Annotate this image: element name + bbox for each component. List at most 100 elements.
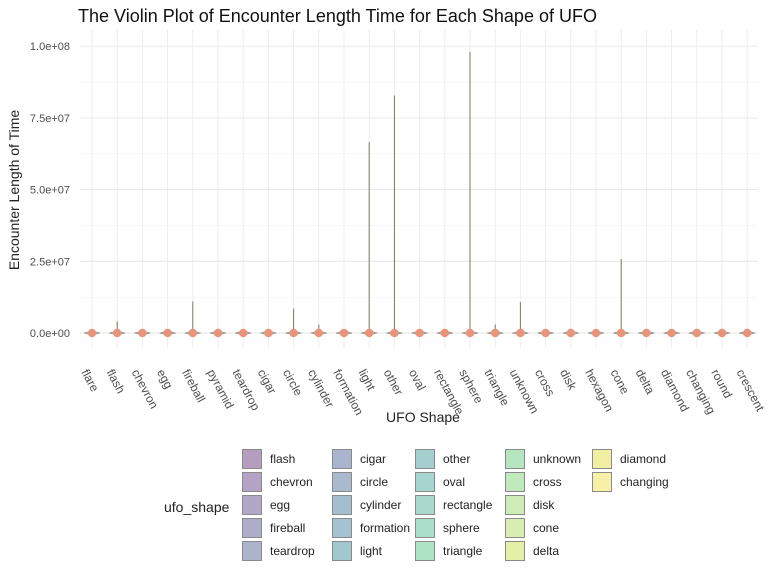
- legend-item: formation: [332, 517, 410, 539]
- x-tick-label: disk: [557, 367, 580, 393]
- legend-key: [332, 541, 352, 561]
- median-point-cone: [617, 328, 626, 338]
- legend-key: [332, 495, 352, 515]
- legend-item: triangle: [415, 540, 482, 562]
- median-point-circle: [289, 328, 298, 338]
- median-point-diamond: [667, 328, 676, 338]
- median-point-cylinder: [314, 328, 323, 338]
- median-point-triangle: [491, 328, 500, 338]
- legend-label: flash: [270, 452, 296, 466]
- y-tick-label: 0.0e+00: [30, 328, 70, 340]
- legend-item: diamond: [592, 448, 666, 470]
- legend-key: [415, 449, 435, 469]
- legend-label: disk: [533, 498, 555, 512]
- legend-item: other: [415, 448, 470, 470]
- legend-label: cylinder: [360, 498, 402, 512]
- median-point-teardrop: [239, 328, 248, 338]
- median-point-cross: [541, 328, 550, 338]
- median-point-rectangle: [440, 328, 449, 338]
- y-tick-labels: 0.0e+00 2.5e+07 5.0e+07 7.5e+07 1.0e+08: [30, 41, 70, 340]
- legend-key: [332, 472, 352, 492]
- legend-label: changing: [620, 475, 669, 489]
- x-tick-label: oval: [406, 367, 429, 393]
- legend-item: oval: [415, 471, 465, 493]
- y-tick-label: 1.0e+08: [30, 41, 70, 53]
- violin-plot: 0.0e+00 2.5e+07 5.0e+07 7.5e+07 1.0e+08 flar…: [6, 30, 768, 425]
- legend-item: chevron: [242, 471, 313, 493]
- legend-key: [505, 495, 525, 515]
- x-tick-label: cone: [608, 367, 633, 397]
- y-tick-label: 5.0e+07: [30, 185, 70, 197]
- legend-key: [332, 518, 352, 538]
- x-tick-label: flash: [104, 367, 128, 396]
- legend-key: [242, 472, 262, 492]
- legend-key: [242, 541, 262, 561]
- legend-key: [505, 472, 525, 492]
- legend-key: [242, 449, 262, 469]
- legend-key: [415, 518, 435, 538]
- y-tick-label: 7.5e+07: [30, 113, 70, 125]
- legend-item: disk: [505, 494, 554, 516]
- median-point-cigar: [264, 328, 273, 338]
- legend: ufo_shape flash chevron egg fireball teardro…: [164, 448, 764, 568]
- legend-item: unknown: [505, 448, 581, 470]
- legend-item: changing: [592, 471, 669, 493]
- median-point-light: [365, 328, 374, 338]
- legend-item: cone: [505, 517, 559, 539]
- legend-key: [505, 518, 525, 538]
- x-tick-label: cigar: [255, 367, 280, 397]
- median-point-round: [717, 328, 727, 338]
- legend-item: teardrop: [242, 540, 315, 562]
- x-tick-label: delta: [633, 367, 658, 397]
- median-point-unknown: [516, 328, 525, 338]
- y-axis-title: Encounter Length of Time: [6, 110, 22, 271]
- grid-layer: [80, 30, 758, 348]
- median-point-crescent: [743, 328, 752, 338]
- median-point-formation: [339, 328, 349, 338]
- chart-title: The Violin Plot of Encounter Length Time…: [78, 6, 597, 26]
- legend-label: circle: [360, 475, 389, 489]
- legend-key: [242, 495, 262, 515]
- x-tick-label: crescent: [734, 367, 768, 414]
- median-point-pyramid: [213, 328, 223, 338]
- legend-item: delta: [505, 540, 559, 562]
- legend-label: cigar: [360, 452, 387, 466]
- legend-key: [415, 495, 435, 515]
- legend-item: egg: [242, 494, 290, 516]
- legend-item: cylinder: [332, 494, 401, 516]
- legend-key: [592, 449, 612, 469]
- median-point-flash: [113, 328, 122, 338]
- median-point-changing: [692, 328, 701, 338]
- median-point-sphere: [465, 328, 475, 338]
- x-tick-label: flare: [78, 367, 101, 394]
- median-point-hexagon: [591, 328, 601, 338]
- legend-item: fireball: [242, 517, 305, 539]
- x-tick-label: light: [356, 367, 379, 394]
- x-tick-label: other: [381, 367, 406, 398]
- legend-key: [242, 518, 262, 538]
- legend-label: light: [360, 544, 383, 558]
- legend-label: other: [443, 452, 471, 466]
- x-tick-label: egg: [154, 367, 176, 391]
- legend-label: triangle: [443, 544, 483, 558]
- median-point-delta: [642, 328, 651, 338]
- legend-label: diamond: [620, 452, 667, 466]
- legend-label: oval: [443, 475, 466, 489]
- legend-item: cross: [505, 471, 562, 493]
- median-point-egg: [163, 328, 172, 338]
- legend-title: ufo_shape: [164, 499, 230, 515]
- legend-item: sphere: [415, 517, 480, 539]
- legend-key: [332, 449, 352, 469]
- legend-item: circle: [332, 471, 388, 493]
- legend-key: [505, 541, 525, 561]
- x-tick-label: round: [708, 367, 735, 401]
- legend-label: rectangle: [443, 498, 493, 512]
- y-tick-label: 2.5e+07: [30, 256, 70, 268]
- legend-label: cross: [533, 475, 562, 489]
- legend-item: rectangle: [415, 494, 492, 516]
- median-point-chevron: [138, 328, 147, 338]
- median-point-fireball: [188, 328, 197, 338]
- legend-item: flash: [242, 448, 295, 470]
- violin-marks: [83, 51, 756, 338]
- median-point-flare: [87, 328, 97, 338]
